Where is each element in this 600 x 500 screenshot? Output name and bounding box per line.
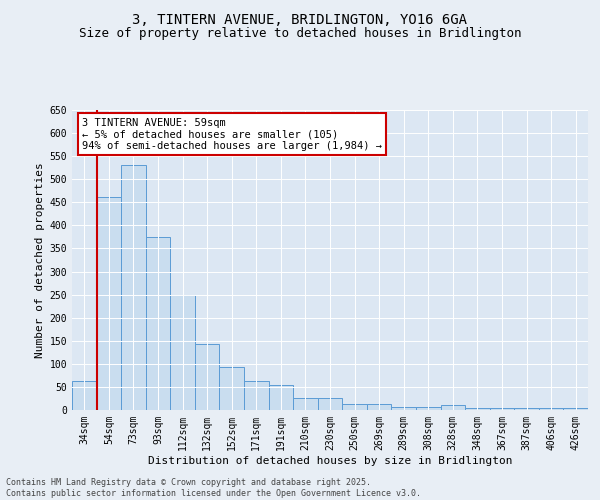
Bar (490, 408, 514, 410)
Bar (318, 398, 342, 410)
Bar (367, 404, 391, 410)
X-axis label: Distribution of detached houses by size in Bridlington: Distribution of detached houses by size … (148, 456, 512, 466)
Bar (293, 398, 318, 410)
Bar (514, 408, 539, 410)
Text: Size of property relative to detached houses in Bridlington: Size of property relative to detached ho… (79, 28, 521, 40)
Bar (121, 166, 146, 410)
Bar (97, 197, 121, 410)
Bar (72, 382, 97, 410)
Bar (195, 344, 220, 410)
Bar (146, 237, 170, 410)
Bar (539, 408, 563, 410)
Text: 3 TINTERN AVENUE: 59sqm
← 5% of detached houses are smaller (105)
94% of semi-de: 3 TINTERN AVENUE: 59sqm ← 5% of detached… (82, 118, 382, 150)
Bar (220, 367, 244, 410)
Bar (391, 407, 416, 410)
Bar (440, 406, 465, 410)
Bar (416, 407, 440, 410)
Text: Contains HM Land Registry data © Crown copyright and database right 2025.
Contai: Contains HM Land Registry data © Crown c… (6, 478, 421, 498)
Bar (465, 408, 490, 410)
Bar (563, 408, 588, 410)
Bar (244, 382, 269, 410)
Y-axis label: Number of detached properties: Number of detached properties (35, 162, 46, 358)
Bar (342, 404, 367, 410)
Text: 3, TINTERN AVENUE, BRIDLINGTON, YO16 6GA: 3, TINTERN AVENUE, BRIDLINGTON, YO16 6GA (133, 12, 467, 26)
Bar (269, 384, 293, 410)
Bar (170, 294, 195, 410)
